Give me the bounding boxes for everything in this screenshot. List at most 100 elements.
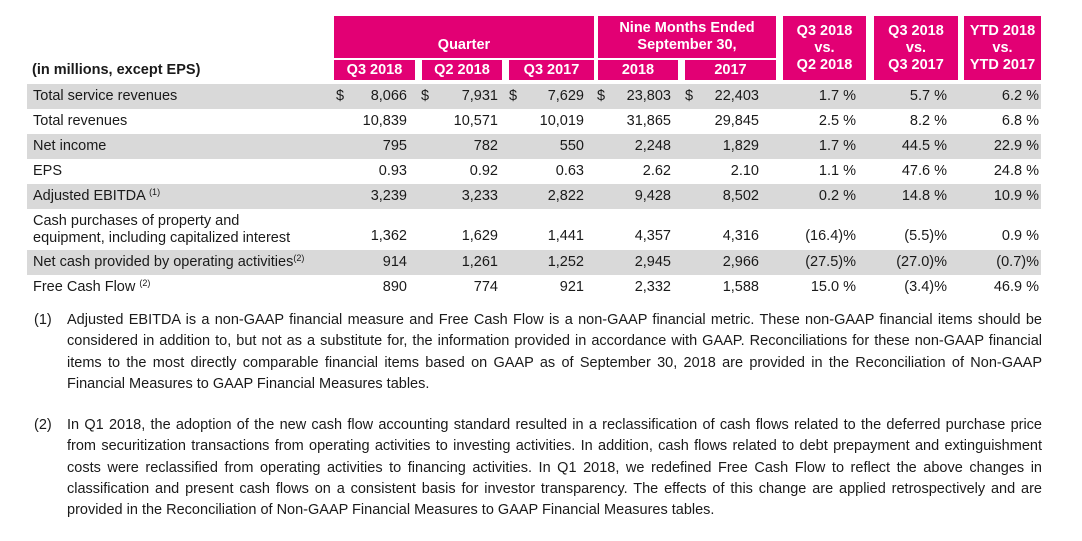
header-nine-months-line2: September 30,: [637, 37, 737, 53]
row-label: Adjusted EBITDA (1): [33, 184, 160, 209]
header-col-label: Q3 2017: [523, 62, 580, 78]
value-cell: 3,239: [370, 188, 407, 204]
value-cell: 2.10: [730, 163, 759, 179]
header-col-label: 2017: [714, 62, 747, 78]
footnote-marker: (2): [34, 417, 52, 433]
header-cmp-line: Q3 2018: [796, 23, 853, 39]
row-label-text: Adjusted EBITDA: [33, 188, 150, 204]
header-cmp-ytd: YTD 2018 vs. YTD 2017: [964, 16, 1041, 80]
value-cell: 914: [382, 254, 407, 270]
header-col-label: Q2 2018: [434, 62, 490, 78]
value-cell: 22,403: [714, 88, 759, 104]
table-row: Total revenues 10,839 10,571 10,019 31,865 29…: [27, 109, 1041, 134]
change-cell: 10.9 %: [993, 188, 1039, 204]
value-cell: 8,502: [722, 188, 759, 204]
header-cmp-line: Q3 2018: [888, 23, 944, 39]
header-nine-months-line1: Nine Months Ended: [619, 20, 755, 36]
header-cmp-line: vs.: [905, 40, 927, 56]
table-row: Net cash provided by operating activitie…: [27, 250, 1041, 275]
table-row: EPS 0.93 0.92 0.63 2.62 2.10 1.1 % 47.6 % 24.8 %: [27, 159, 1041, 184]
currency-symbol: $: [509, 88, 518, 104]
row-label-text: EPS: [33, 163, 63, 179]
table-row: Free Cash Flow (2) 890 774 921 2,332 1,588 15.…: [27, 275, 1041, 300]
value-cell: 550: [559, 138, 584, 154]
currency-symbol: $: [336, 88, 345, 104]
value-cell: 795: [382, 138, 407, 154]
value-cell: 2,945: [634, 254, 671, 270]
footnote-marker: (1): [34, 312, 52, 328]
change-cell: 15.0 %: [810, 279, 856, 295]
table-row: Total service revenues $ $ $ $ $8,066 7,931 7,6…: [27, 84, 1041, 109]
footnote-text: In Q1 2018, the adoption of the new cash…: [67, 417, 1042, 519]
value-cell: 0.93: [378, 163, 407, 179]
header-group-quarter: Quarter: [334, 16, 594, 58]
header-cmp-line: vs.: [814, 40, 835, 56]
footnote-ref: (2): [293, 253, 305, 263]
change-cell: 1.1 %: [818, 163, 856, 179]
value-cell: 8,066: [370, 88, 407, 104]
value-cell: 0.92: [469, 163, 498, 179]
change-cell: 0.9 %: [1001, 228, 1039, 244]
header-col-label: 2018: [621, 62, 655, 78]
header-col-9m-2017: 2017: [685, 60, 776, 80]
value-cell: 1,829: [722, 138, 759, 154]
change-cell: 8.2 %: [909, 113, 947, 129]
row-label-text: Total revenues: [33, 113, 128, 129]
row-label: Total service revenues: [33, 84, 177, 109]
row-label-line: Cash purchases of property and: [33, 213, 240, 229]
value-cell: 774: [473, 279, 498, 295]
value-cell: 2,248: [634, 138, 671, 154]
row-label: Total revenues: [33, 109, 127, 134]
change-cell: (5.5)%: [904, 228, 947, 244]
value-cell: 1,588: [722, 279, 759, 295]
footnote-ref: (1): [149, 187, 161, 197]
change-cell: 5.7 %: [909, 88, 947, 104]
change-cell: 22.9 %: [993, 138, 1039, 154]
value-cell: 1,362: [370, 228, 407, 244]
row-label: EPS: [33, 159, 62, 184]
value-cell: 890: [382, 279, 407, 295]
change-cell: 1.7 %: [818, 88, 856, 104]
change-cell: (27.5)%: [805, 254, 856, 270]
header-cmp-q3-vs-q3: Q3 2018 vs. Q3 2017: [874, 16, 958, 80]
value-cell: 1,629: [461, 228, 498, 244]
change-cell: 0.2 %: [818, 188, 856, 204]
units-label: (in millions, except EPS): [32, 62, 201, 78]
change-cell: 2.5 %: [818, 113, 856, 129]
change-cell: (0.7)%: [996, 254, 1039, 270]
change-cell: 6.8 %: [1001, 113, 1039, 129]
header-cmp-line: Q2 2018: [796, 57, 853, 73]
header-col-q2-2018: Q2 2018: [422, 60, 502, 80]
value-cell: 2,822: [547, 188, 584, 204]
header-col-q3-2017: Q3 2017: [509, 60, 594, 80]
row-label-text: Free Cash Flow: [33, 279, 140, 295]
value-cell: 7,629: [547, 88, 584, 104]
value-cell: 31,865: [626, 113, 671, 129]
value-cell: 29,845: [714, 113, 759, 129]
value-cell: 1,441: [547, 228, 584, 244]
row-label-text: Net cash provided by operating activitie…: [33, 254, 294, 270]
change-cell: (27.0)%: [896, 254, 947, 270]
value-cell: 4,357: [634, 228, 671, 244]
change-cell: 1.7 %: [818, 138, 856, 154]
row-label: Net income: [33, 134, 106, 159]
header-col-q3-2018: Q3 2018: [334, 60, 415, 80]
value-cell: 2,332: [634, 279, 671, 295]
header-cmp-line: YTD 2018: [969, 23, 1036, 39]
header-cmp-line: Q3 2017: [888, 57, 944, 73]
value-cell: 0.63: [555, 163, 584, 179]
currency-symbol: $: [685, 88, 694, 104]
row-label: Free Cash Flow (2): [33, 275, 150, 300]
currency-symbol: $: [597, 88, 606, 104]
change-cell: 44.5 %: [901, 138, 947, 154]
row-label-line: equipment, including capitalized interes…: [33, 230, 291, 246]
header-cmp-line: vs.: [992, 40, 1013, 56]
header-cmp-line: YTD 2017: [969, 57, 1036, 73]
value-cell: 10,571: [453, 113, 498, 129]
value-cell: 921: [559, 279, 584, 295]
change-cell: (3.4)%: [904, 279, 947, 295]
value-cell: 1,252: [547, 254, 584, 270]
value-cell: 10,839: [362, 113, 407, 129]
value-cell: 3,233: [461, 188, 498, 204]
row-label: Net cash provided by operating activitie…: [33, 250, 304, 275]
